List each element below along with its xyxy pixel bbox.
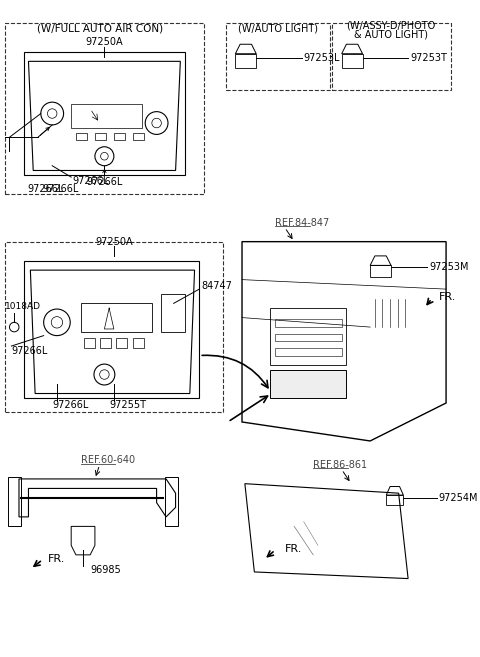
Text: REF.84-847: REF.84-847 [275, 217, 329, 228]
Text: 97250A: 97250A [85, 37, 123, 47]
Bar [275, 319, 342, 327]
Bar [84, 338, 95, 348]
Text: 97255T: 97255T [109, 400, 146, 410]
Text: 97266L: 97266L [52, 400, 89, 410]
Bar [386, 495, 403, 505]
Bar [235, 54, 256, 68]
Bar [275, 348, 342, 355]
Bar [342, 54, 362, 68]
Bar [24, 261, 199, 398]
Bar [275, 334, 342, 342]
Bar [133, 133, 144, 140]
Text: & AUTO LIGHT): & AUTO LIGHT) [354, 30, 428, 40]
Text: FR.: FR. [438, 292, 456, 302]
Bar [226, 24, 330, 90]
Bar [24, 52, 185, 175]
Bar [332, 24, 451, 90]
Text: (W/AUTO LIGHT): (W/AUTO LIGHT) [238, 23, 318, 33]
Bar [114, 133, 125, 140]
Text: (W/ASSY-D/PHOTO: (W/ASSY-D/PHOTO [347, 20, 436, 30]
Bar [370, 265, 391, 277]
Bar [133, 338, 144, 348]
Bar [8, 477, 21, 526]
Text: 97253M: 97253M [429, 262, 468, 272]
Bar [100, 338, 111, 348]
Bar [81, 304, 152, 332]
Text: 84747: 84747 [201, 281, 232, 291]
Bar [76, 133, 87, 140]
Text: 97266L: 97266L [86, 177, 122, 187]
Bar [161, 294, 185, 332]
Text: FR.: FR. [285, 544, 302, 554]
Text: 97253T: 97253T [410, 53, 447, 64]
Text: 97266L: 97266L [72, 176, 108, 186]
Text: 97266L: 97266L [12, 346, 48, 356]
Bar [95, 133, 106, 140]
Text: FR.: FR. [48, 554, 65, 564]
Bar [116, 338, 127, 348]
Bar [165, 477, 179, 526]
Bar [5, 24, 204, 194]
Text: (W/FULL AUTO AIR CON): (W/FULL AUTO AIR CON) [36, 23, 163, 33]
Text: REF.60-640: REF.60-640 [81, 455, 135, 465]
Bar [71, 104, 143, 127]
Text: 97254M: 97254M [438, 493, 478, 503]
Text: 96985: 96985 [90, 565, 121, 575]
Text: 97266L: 97266L [43, 185, 79, 194]
Text: 1018AD: 1018AD [5, 302, 41, 311]
Bar [271, 370, 347, 398]
Text: REF.86-861: REF.86-861 [313, 460, 367, 470]
Text: 97250A: 97250A [95, 237, 132, 246]
Bar [271, 308, 347, 365]
Text: 97253L: 97253L [304, 53, 340, 64]
Text: 97266L: 97266L [27, 183, 64, 194]
Bar [5, 242, 223, 413]
